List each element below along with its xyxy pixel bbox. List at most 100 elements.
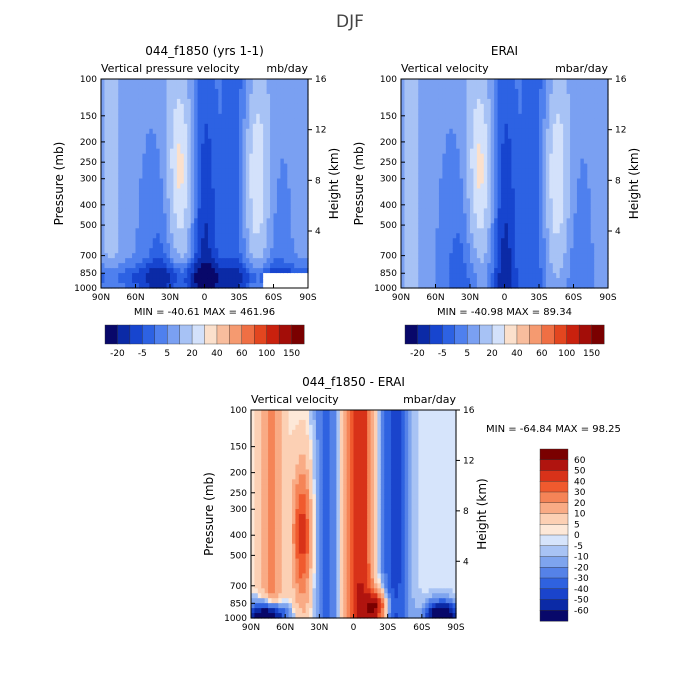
field-cell (535, 168, 540, 175)
field-cell (539, 93, 544, 100)
field-cell (549, 143, 554, 150)
field-cell (532, 268, 537, 274)
field-cell (149, 258, 154, 264)
field-cell (425, 203, 430, 209)
field-cell (580, 128, 585, 135)
field-cell (514, 218, 519, 224)
field-cell (242, 218, 247, 224)
field-cell (559, 223, 564, 229)
field-cell (228, 238, 233, 244)
field-cell (449, 108, 454, 115)
field-cell (459, 133, 464, 140)
field-cell (142, 248, 147, 254)
field-cell (283, 138, 288, 145)
field-cell (507, 153, 512, 160)
field-cell (459, 208, 464, 214)
field-cell (518, 228, 523, 234)
field-cell (401, 133, 406, 140)
field-cell (501, 173, 506, 180)
field-cell (404, 228, 409, 234)
field-cell (549, 268, 554, 274)
field-cell (532, 188, 537, 195)
field-cell (170, 153, 175, 160)
field-cell (535, 83, 540, 90)
field-cell (507, 148, 512, 155)
field-cell (276, 193, 281, 200)
field-cell (525, 173, 530, 180)
field-cell (549, 183, 554, 190)
field-cell (418, 283, 423, 289)
field-cell (242, 168, 247, 175)
field-cell (494, 83, 499, 90)
field-cell (552, 253, 557, 259)
field-cell (190, 218, 195, 224)
field-cell (552, 93, 557, 100)
field-cell (166, 233, 171, 239)
field-cell (163, 93, 168, 100)
field-cell (266, 128, 271, 135)
field-cell (304, 243, 309, 249)
field-cell (438, 148, 443, 155)
field-cell (211, 79, 216, 85)
field-cell (252, 88, 257, 95)
field-cell (549, 193, 554, 200)
field-cell (580, 238, 585, 244)
field-cell (166, 148, 171, 155)
field-cell (421, 128, 426, 135)
field-cell (239, 143, 244, 150)
field-cell (583, 183, 588, 190)
field-cell (111, 223, 116, 229)
field-cell (552, 278, 557, 284)
field-cell (470, 83, 475, 90)
field-cell (270, 79, 275, 85)
field-cell (438, 173, 443, 180)
field-cell (542, 178, 547, 185)
field-cell (535, 178, 540, 185)
field-cell (463, 203, 468, 209)
field-cell (176, 203, 181, 209)
field-cell (142, 198, 147, 205)
field-cell (556, 88, 561, 95)
field-cell (404, 238, 409, 244)
field-cell (556, 248, 561, 254)
field-cell (166, 93, 171, 100)
field-cell (194, 273, 199, 279)
field-cell (542, 93, 547, 100)
field-cell (511, 138, 516, 145)
field-cell (142, 278, 147, 284)
field-cell (301, 218, 306, 224)
field-cell (173, 228, 178, 234)
field-cell (249, 83, 254, 90)
field-cell (507, 88, 512, 95)
field-cell (132, 283, 137, 289)
field-cell (221, 103, 226, 110)
field-cell (521, 98, 526, 105)
field-cell (504, 103, 509, 110)
field-cell (270, 163, 275, 170)
field-cell (473, 228, 478, 234)
field-cell (249, 93, 254, 100)
field-cell (135, 123, 140, 130)
field-cell (497, 278, 502, 284)
field-cell (287, 168, 292, 175)
field-cell (407, 198, 412, 205)
field-cell (214, 203, 219, 209)
field-cell (259, 163, 264, 170)
field-cell (525, 258, 530, 264)
field-cell (414, 213, 419, 219)
field-cell (232, 168, 237, 175)
field-cell (418, 143, 423, 150)
field-cell (501, 98, 506, 105)
field-cell (252, 198, 257, 205)
field-cell (294, 173, 299, 180)
field-cell (270, 263, 275, 269)
field-cell (221, 93, 226, 100)
field-cell (521, 183, 526, 190)
field-cell (197, 188, 202, 195)
field-cell (407, 133, 412, 140)
field-cell (576, 223, 581, 229)
field-cell (304, 148, 309, 155)
field-cell (480, 238, 485, 244)
field-cell (252, 93, 257, 100)
field-cell (473, 168, 478, 175)
